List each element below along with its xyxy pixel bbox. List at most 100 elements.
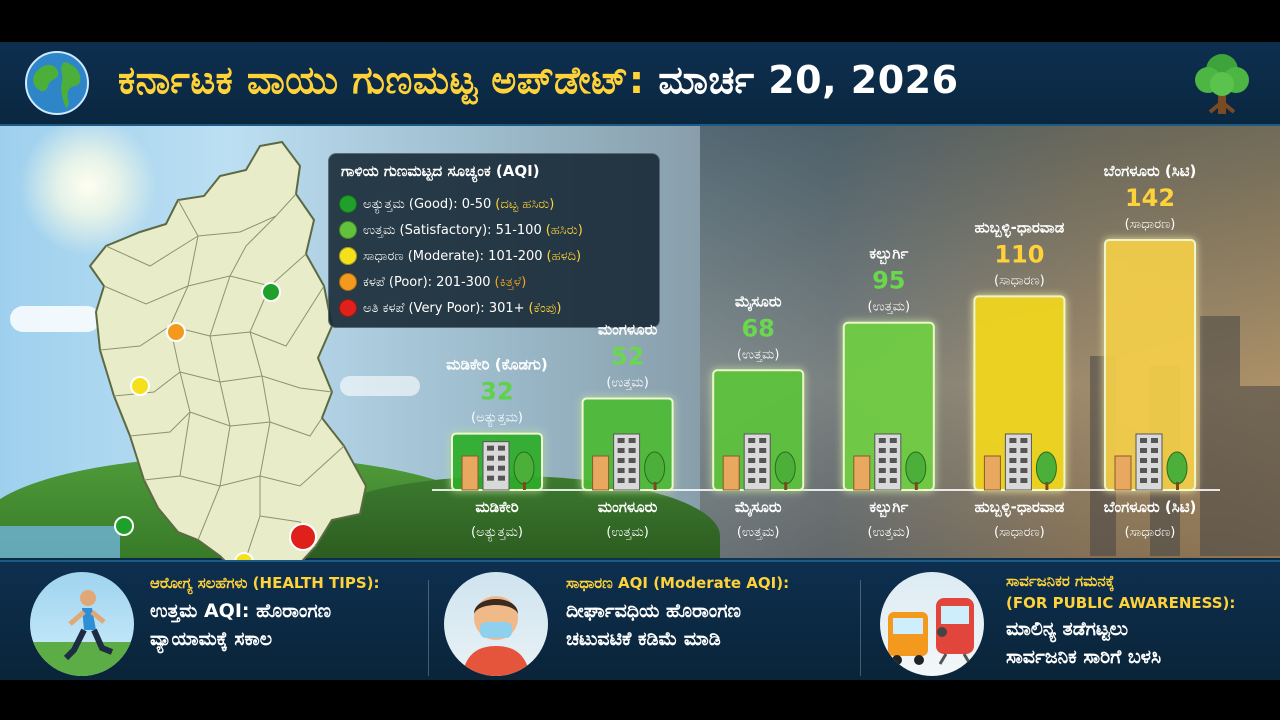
building-window	[1140, 478, 1147, 483]
building-window	[889, 448, 897, 453]
legend-dot	[339, 195, 357, 213]
tree-icon	[1166, 451, 1188, 485]
footer-title-health: ಆರೋಗ್ಯ ಸಲಹೆಗಳು (HEALTH TIPS):	[150, 574, 380, 592]
top-label-4: ಹುಬ್ಬಳ್ಳಿ-ಧಾರವಾಡ	[975, 218, 1065, 238]
bus-train-icon	[880, 572, 984, 676]
small-building-icon	[722, 455, 740, 491]
category-label-1: ಮಂಗಳೂರು	[598, 498, 658, 516]
building-window	[748, 438, 756, 443]
building-window	[1020, 468, 1028, 473]
tree-trunk	[914, 482, 918, 490]
aqi-legend: ಗಾಳಿಯ ಗುಣಮಟ್ಟದ ಸೂಚ್ಯಂಕ (AQI) ಅತ್ಯುತ್ತಮ (…	[328, 153, 660, 328]
building-window	[498, 455, 505, 461]
building-window	[759, 438, 767, 443]
building-window	[1151, 458, 1158, 463]
building-window	[1009, 478, 1017, 483]
globe-icon	[25, 51, 89, 115]
lake	[0, 526, 120, 558]
building-window	[878, 448, 886, 453]
top-status-3: (ಉತ್ತಮ)	[868, 300, 911, 315]
building-window	[1151, 438, 1158, 443]
building-window	[748, 458, 756, 463]
footer-line: ಉತ್ತಮ AQI: ಹೊರಾಂಗಣ	[150, 600, 332, 622]
building-window	[628, 458, 636, 463]
building-window	[1140, 448, 1147, 453]
value-label-0: 32	[480, 378, 513, 406]
building-window	[1151, 468, 1158, 473]
bottom-status-4: (ಸಾಧಾರಣ)	[994, 525, 1045, 540]
value-label-3: 95	[872, 267, 905, 295]
divider	[428, 580, 429, 676]
bottom-status-2: (ಉತ್ತಮ)	[737, 525, 780, 540]
building-window	[617, 468, 625, 473]
bottom-status-5: (ಸಾಧಾರಣ)	[1125, 525, 1176, 540]
tree-icon	[905, 451, 927, 485]
cloud	[10, 306, 100, 332]
building-window	[878, 438, 886, 443]
building-icon	[743, 433, 771, 491]
building-window	[487, 465, 494, 471]
bottom-status-0: (ಅತ್ಯುತ್ತಮ)	[471, 525, 523, 542]
building-window	[889, 478, 897, 483]
value-label-2: 68	[741, 314, 774, 342]
aqi-bar-chart: ಮಡಿಕೇರಿ (ಕೊಡಗು) 32 (ಅತ್ಯುತ್ತಮ) ಮಡಿಕೇರಿ (ಅತ್ಯ…	[432, 162, 1220, 542]
building-icon	[874, 433, 902, 491]
bottom-status-3: (ಉತ್ತಮ)	[868, 525, 911, 540]
tree-icon	[1035, 451, 1057, 485]
small-building-icon	[461, 455, 479, 491]
building-window	[748, 478, 756, 483]
building-window	[889, 458, 897, 463]
building-window	[1020, 448, 1028, 453]
page-title: ಕರ್ನಾಟಕ ವಾಯು ಗುಣಮಟ್ಟ ಅಪ್‌ಡೇಟ್: ಮಾರ್ಚ 20,…	[118, 58, 959, 103]
building-icon	[613, 433, 641, 491]
footer-line: ವ್ಯಾಯಾಮಕ್ಕೆ ಸಕಾಲ	[150, 628, 273, 650]
footer-line: ಮಾಲಿನ್ಯ ತಡೆಗಟ್ಟಲು	[1006, 618, 1129, 640]
karnataka-map	[88, 140, 368, 578]
tree-trunk	[1045, 482, 1049, 490]
building-window	[878, 478, 886, 483]
tree-icon	[644, 451, 666, 485]
legend-item-very-poor: ಅತಿ ಕಳಪೆ (Very Poor): 301+ (ಕೆಂಪು)	[339, 298, 561, 318]
building-window	[498, 445, 505, 451]
building-window	[1009, 438, 1017, 443]
building-window	[628, 448, 636, 453]
top-label-2: ಮೈಸೂರು	[735, 292, 782, 312]
building-window	[759, 478, 767, 483]
small-building-icon	[1114, 455, 1132, 491]
skyline-building	[1200, 316, 1240, 556]
legend-label: ಅತ್ಯುತ್ತಮ (Good): 0-50	[363, 196, 492, 212]
footer-title-public-en: (FOR PUBLIC AWARENESS):	[1006, 594, 1236, 612]
building-window	[487, 445, 494, 451]
top-label-5: ಬೆಂಗಳೂರು (ಸಿಟಿ)	[1104, 162, 1197, 180]
category-label-2: ಮೈಸೂರು	[735, 498, 782, 518]
legend-item-good: ಅತ್ಯುತ್ತಮ (Good): 0-50 (ದಟ್ಟ ಹಸಿರು)	[339, 194, 554, 214]
legend-label: ಸಾಧಾರಣ (Moderate): 101-200	[363, 248, 543, 264]
tree-trunk	[653, 482, 657, 490]
building-icon	[1135, 433, 1163, 491]
category-label-4: ಹುಬ್ಬಳ್ಳಿ-ಧಾರವಾಡ	[975, 498, 1065, 518]
tree-trunk	[1176, 482, 1179, 490]
building-window	[628, 438, 636, 443]
footer-title-moderate: ಸಾಧಾರಣ AQI (Moderate AQI):	[566, 574, 790, 592]
legend-label: ಕಳಪೆ (Poor): 201-300	[363, 274, 491, 290]
infographic: ಕರ್ನಾಟಕ ವಾಯು ಗುಣಮಟ್ಟ ಅಪ್‌ಡೇಟ್: ಮಾರ್ಚ 20,…	[0, 42, 1280, 680]
building-window	[617, 458, 625, 463]
legend-label: ಉತ್ತಮ (Satisfactory): 51-100	[363, 222, 542, 238]
building-window	[1020, 458, 1028, 463]
building-window	[498, 475, 505, 481]
tree-icon	[774, 451, 796, 485]
map-marker-mangaluru	[114, 516, 134, 536]
legend-item-satisfactory: ಉತ್ತಮ (Satisfactory): 51-100 (ಹಸಿರು)	[339, 220, 583, 240]
building-window	[878, 458, 886, 463]
building-window	[878, 468, 886, 473]
top-status-1: (ಉತ್ತಮ)	[606, 375, 649, 390]
building-window	[498, 465, 505, 471]
building-window	[759, 468, 767, 473]
building-window	[628, 468, 636, 473]
map-marker-kalaburagi	[261, 282, 281, 302]
building-window	[1151, 448, 1158, 453]
tree-icon	[1195, 54, 1249, 114]
map-marker-hubballi	[130, 376, 150, 396]
divider	[860, 580, 861, 676]
category-label-0: ಮಡಿಕೇರಿ	[475, 498, 518, 516]
